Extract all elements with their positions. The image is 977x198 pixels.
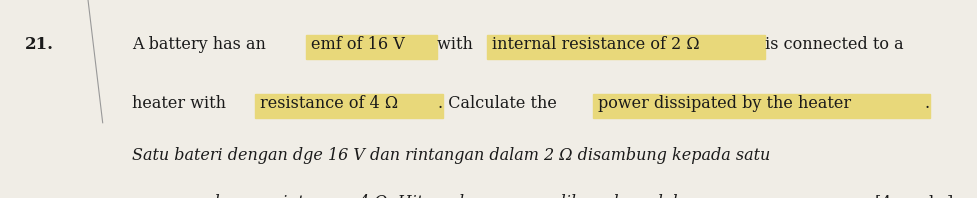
Text: emf of 16 V: emf of 16 V	[311, 36, 404, 53]
Text: heater with: heater with	[132, 95, 231, 112]
Text: with: with	[432, 36, 478, 53]
Text: . Calculate the: . Calculate the	[438, 95, 562, 112]
Text: pemanas dengan rintangan 4 Ω. Hitung kuasa yang dilesapkan oleh pemanas.: pemanas dengan rintangan 4 Ω. Hitung kua…	[132, 194, 764, 198]
Text: is connected to a: is connected to a	[759, 36, 903, 53]
FancyBboxPatch shape	[255, 94, 443, 118]
Text: resistance of 4 Ω: resistance of 4 Ω	[260, 95, 398, 112]
Text: 21.: 21.	[24, 36, 54, 53]
Text: internal resistance of 2 Ω: internal resistance of 2 Ω	[491, 36, 699, 53]
FancyBboxPatch shape	[487, 35, 764, 59]
Text: .: .	[924, 95, 929, 112]
Text: [4 marks]: [4 marks]	[874, 194, 953, 198]
FancyBboxPatch shape	[306, 35, 437, 59]
Text: A battery has an: A battery has an	[132, 36, 271, 53]
Text: power dissipated by the heater: power dissipated by the heater	[598, 95, 850, 112]
Text: Satu bateri dengan dge 16 V dan rintangan dalam 2 Ω disambung kepada satu: Satu bateri dengan dge 16 V dan rintanga…	[132, 147, 770, 164]
FancyBboxPatch shape	[593, 94, 929, 118]
